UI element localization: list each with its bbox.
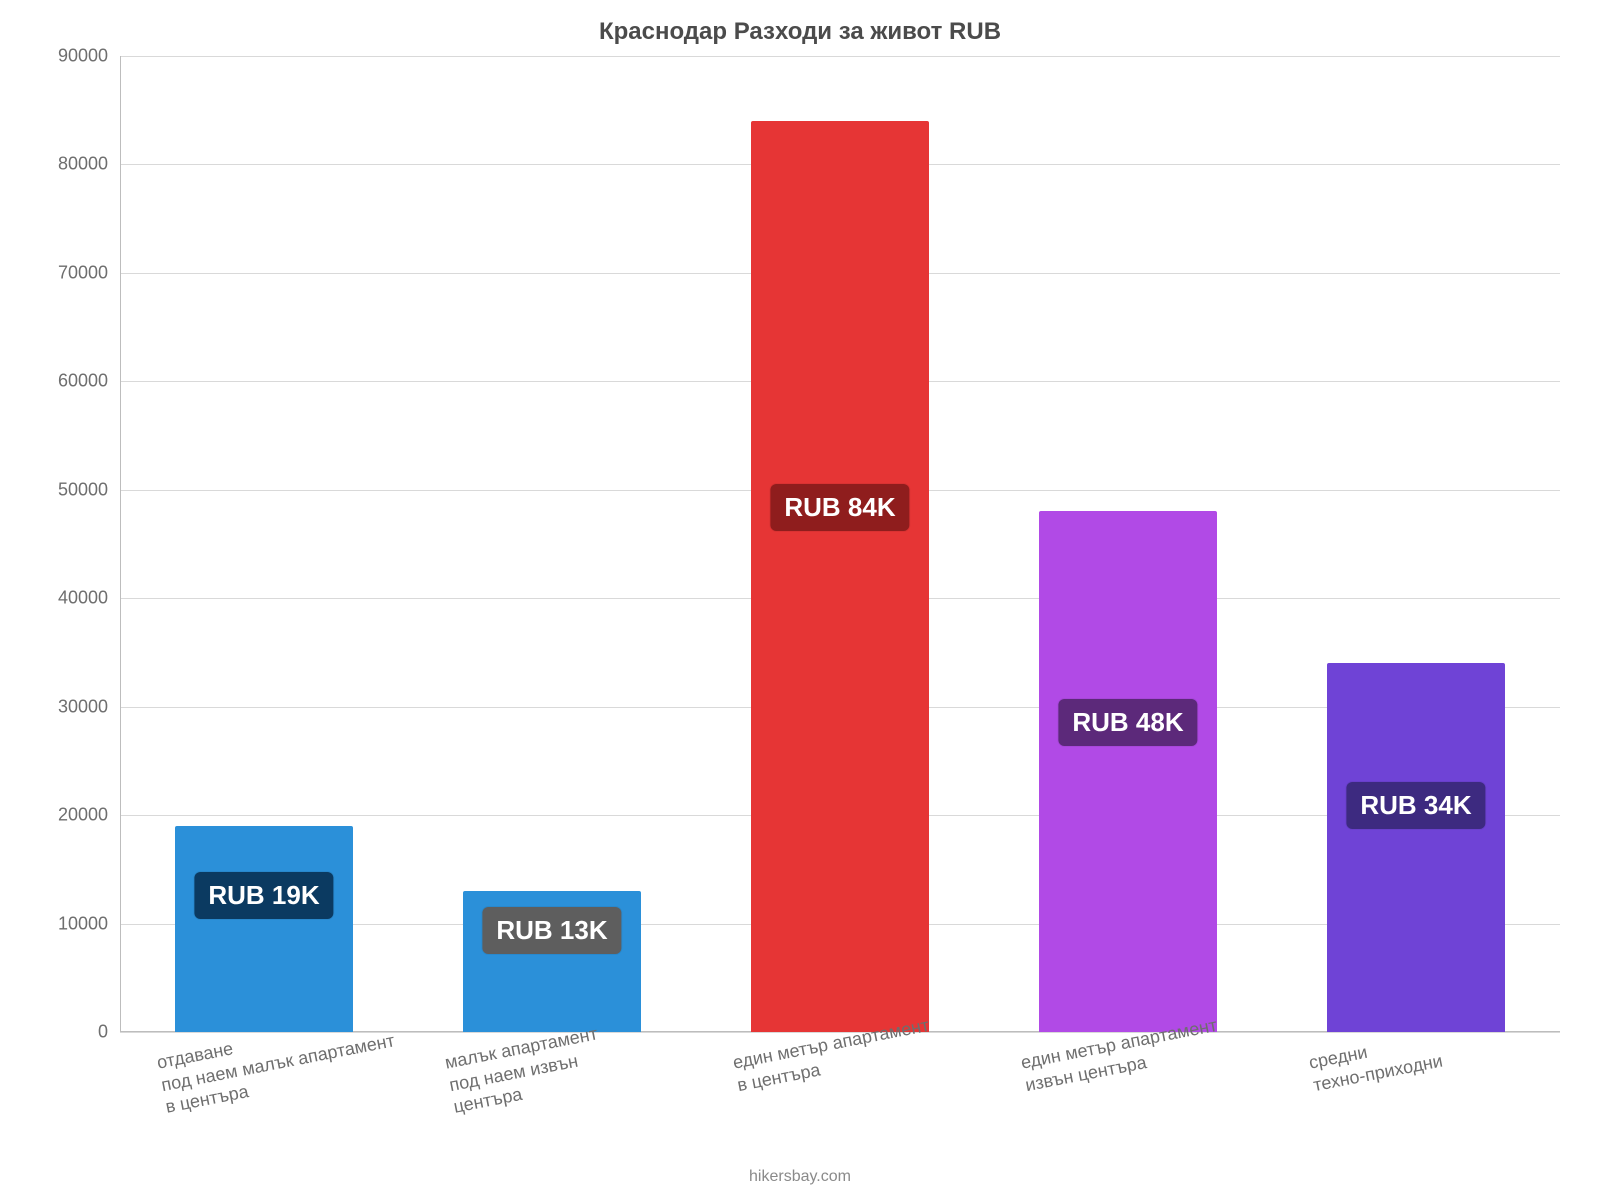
x-axis-labels: отдаване под наем малък апартамент в цен… (120, 1038, 1560, 1158)
value-badge: RUB 84K (770, 484, 909, 531)
value-badge: RUB 34K (1346, 782, 1485, 829)
bar-slot: RUB 48K (984, 56, 1272, 1032)
y-tick-label: 30000 (0, 696, 108, 717)
bar: RUB 48K (1039, 511, 1218, 1032)
value-badge: RUB 19K (194, 872, 333, 919)
y-tick-label: 50000 (0, 479, 108, 500)
bar-slot: RUB 84K (696, 56, 984, 1032)
bar: RUB 34K (1327, 663, 1506, 1032)
bar-slot: RUB 13K (408, 56, 696, 1032)
y-tick-label: 20000 (0, 805, 108, 826)
y-tick-label: 10000 (0, 913, 108, 934)
plot-area: RUB 19K RUB 13K RUB 84K RUB 48K RUB 34K (120, 56, 1560, 1032)
bar-slot: RUB 19K (120, 56, 408, 1032)
bar-slot: RUB 34K (1272, 56, 1560, 1032)
y-tick-label: 60000 (0, 371, 108, 392)
y-tick-label: 90000 (0, 46, 108, 67)
y-tick-label: 0 (0, 1022, 108, 1043)
chart-footer: hikersbay.com (0, 1168, 1600, 1186)
y-tick-label: 80000 (0, 154, 108, 175)
value-badge: RUB 13K (482, 907, 621, 954)
bar: RUB 84K (751, 121, 930, 1032)
y-tick-label: 70000 (0, 262, 108, 283)
bar: RUB 19K (175, 826, 354, 1032)
chart-container: Краснодар Разходи за живот RUB RUB 19KRU… (0, 0, 1600, 1200)
y-tick-label: 40000 (0, 588, 108, 609)
chart-title: Краснодар Разходи за живот RUB (0, 18, 1600, 46)
x-tick-label: средни техно-приходни (1307, 1027, 1445, 1096)
value-badge: RUB 48K (1058, 699, 1197, 746)
bar: RUB 13K (463, 891, 642, 1032)
x-tick-label: малък апартамент под наем извън центъра (443, 1022, 608, 1118)
